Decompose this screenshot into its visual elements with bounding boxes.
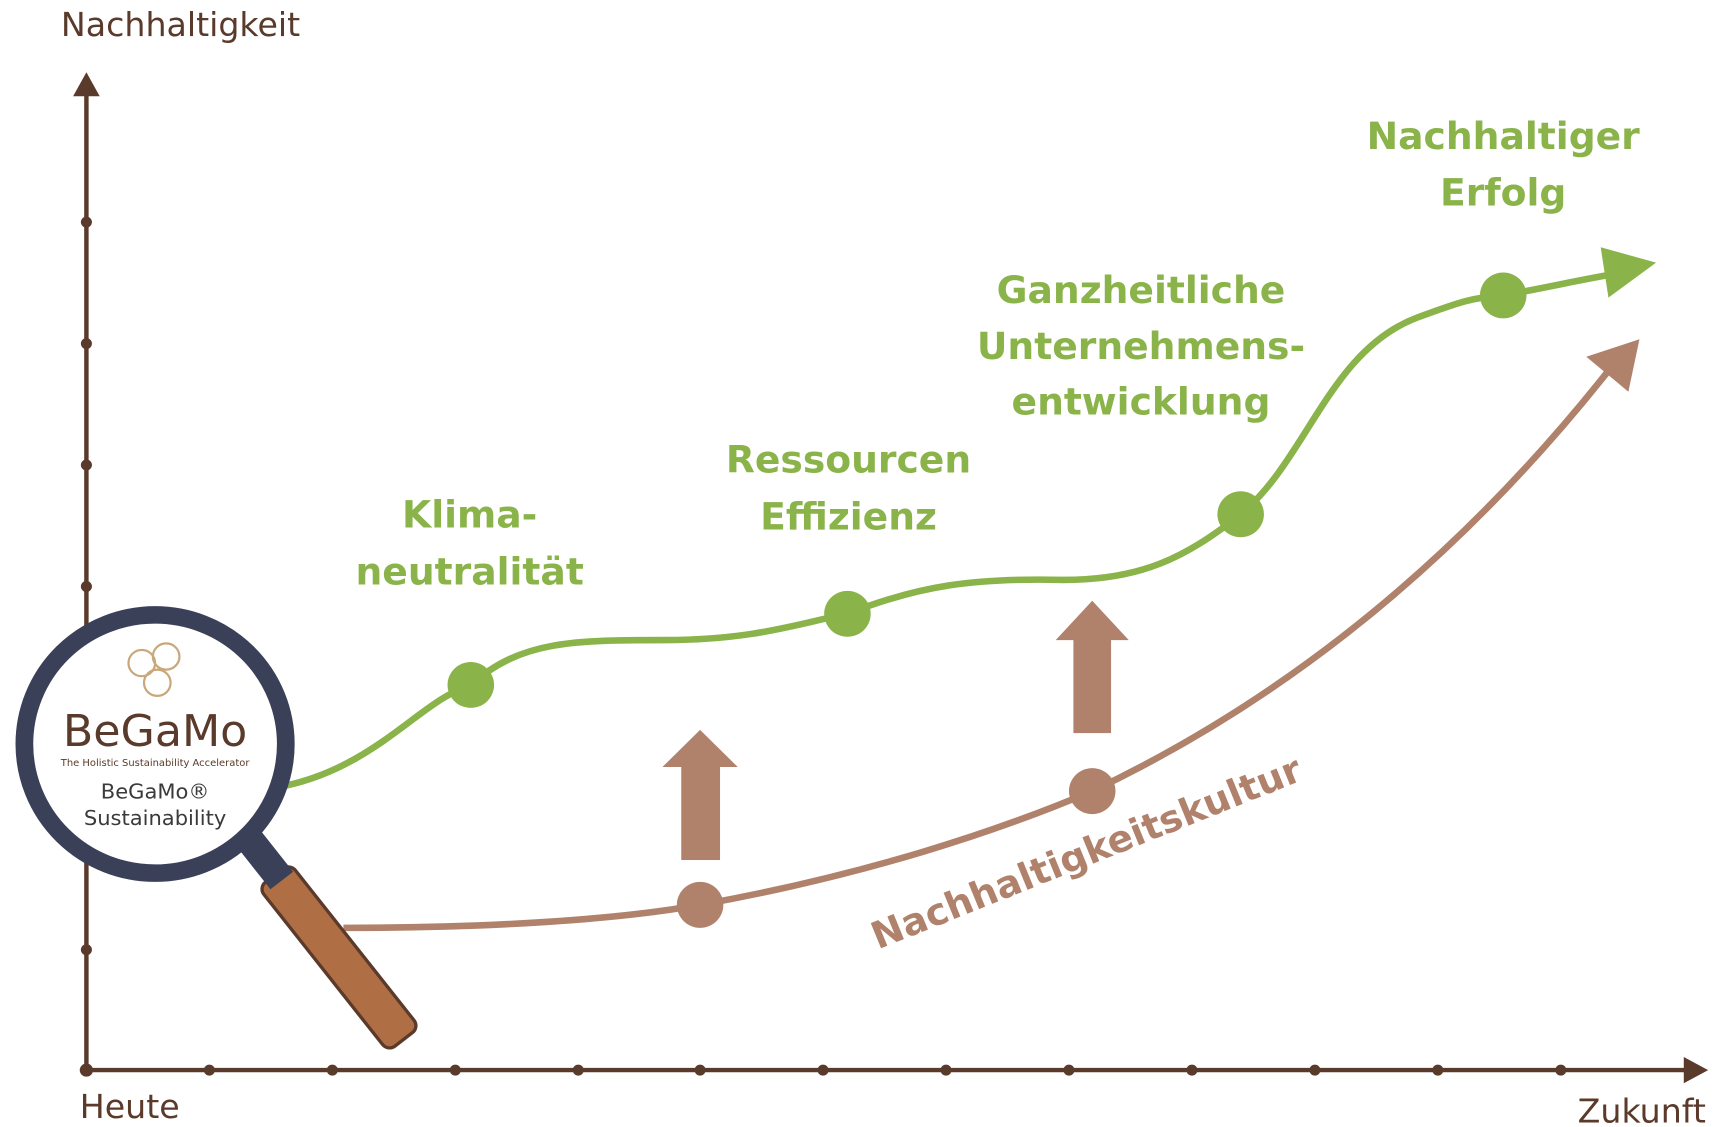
milestone-label: neutralität: [356, 550, 584, 594]
x-end-label: Zukunft: [1578, 1092, 1706, 1127]
logo-product: Sustainability: [84, 806, 226, 830]
milestone-labels: Klima- neutralität Ressourcen Effizienz …: [356, 114, 1641, 593]
milestone-label: Unternehmens-: [977, 324, 1305, 368]
milestone-label: Klima-: [402, 493, 537, 537]
milestone-label: Effizienz: [760, 495, 937, 539]
logo-tagline: The Holistic Sustainability Accelerator: [60, 758, 251, 769]
milestone-label: entwicklung: [1012, 380, 1271, 424]
x-start-label: Heute: [80, 1087, 180, 1126]
milestone-label: Nachhaltiger: [1367, 114, 1641, 158]
page: Nachhaltigkeit Heute Zukunft Nachhaltigk…: [0, 0, 1717, 1127]
magnifier: BeGaMo The Holistic Sustainability Accel…: [24, 615, 419, 1052]
logo-product: BeGaMo®: [101, 780, 210, 804]
diagram: Nachhaltigkeit Heute Zukunft Nachhaltigk…: [0, 0, 1717, 1127]
milestone-label: Erfolg: [1440, 171, 1566, 215]
milestone-label: Ressourcen: [726, 438, 971, 482]
logo-name: BeGaMo: [63, 706, 247, 757]
y-axis-label: Nachhaltigkeit: [61, 5, 300, 44]
milestone-label: Ganzheitliche: [997, 268, 1286, 312]
culture-curve: [343, 339, 1639, 928]
